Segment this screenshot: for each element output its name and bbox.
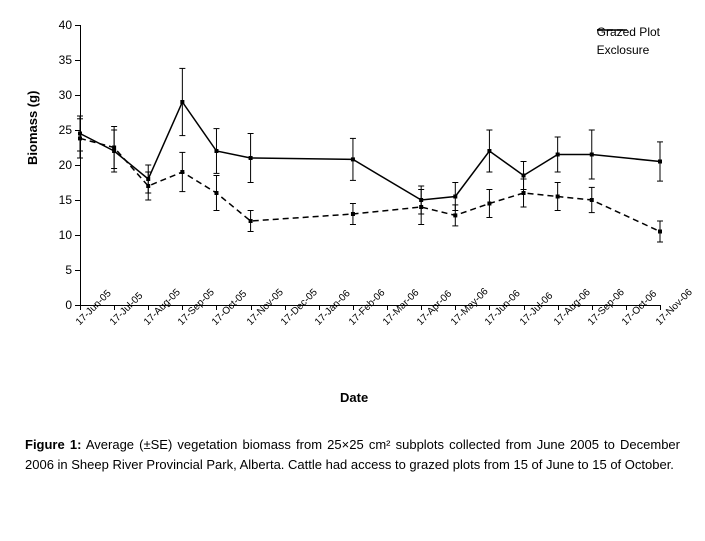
data-marker bbox=[146, 177, 150, 181]
caption-text: Average (±SE) vegetation biomass from 25… bbox=[25, 437, 680, 472]
x-tick bbox=[182, 305, 183, 310]
x-tick bbox=[660, 305, 661, 310]
legend-item-exclosure: Exclosure bbox=[597, 43, 660, 57]
series-line-exclosure bbox=[80, 102, 660, 200]
legend-label-exclosure: Exclosure bbox=[597, 43, 650, 57]
y-tick-label: 0 bbox=[40, 298, 72, 312]
data-marker bbox=[590, 198, 594, 202]
y-tick-label: 35 bbox=[40, 53, 72, 67]
data-marker bbox=[351, 212, 355, 216]
data-marker bbox=[180, 170, 184, 174]
data-marker bbox=[214, 191, 218, 195]
data-marker bbox=[658, 160, 662, 164]
data-marker bbox=[351, 157, 355, 161]
y-tick-label: 30 bbox=[40, 88, 72, 102]
legend-line-solid bbox=[597, 25, 627, 35]
data-marker bbox=[590, 153, 594, 157]
x-tick bbox=[80, 305, 81, 310]
y-tick-label: 15 bbox=[40, 193, 72, 207]
data-marker bbox=[556, 153, 560, 157]
series-line-grazed-plot bbox=[80, 138, 660, 231]
data-marker bbox=[522, 174, 526, 178]
figure-caption: Figure 1: Average (±SE) vegetation bioma… bbox=[25, 435, 680, 474]
y-axis-title: Biomass (g) bbox=[25, 91, 40, 165]
plot-area bbox=[80, 25, 660, 305]
x-tick bbox=[455, 305, 456, 310]
y-tick-label: 20 bbox=[40, 158, 72, 172]
data-marker bbox=[487, 202, 491, 206]
data-marker bbox=[112, 149, 116, 153]
caption-label: Figure 1: bbox=[25, 437, 81, 452]
x-tick bbox=[524, 305, 525, 310]
x-tick bbox=[387, 305, 388, 310]
x-tick bbox=[489, 305, 490, 310]
y-tick-label: 25 bbox=[40, 123, 72, 137]
x-tick bbox=[114, 305, 115, 310]
data-marker bbox=[214, 149, 218, 153]
data-marker bbox=[522, 191, 526, 195]
x-tick bbox=[285, 305, 286, 310]
data-marker bbox=[453, 195, 457, 199]
y-tick-label: 5 bbox=[40, 263, 72, 277]
x-tick bbox=[353, 305, 354, 310]
data-marker bbox=[487, 149, 491, 153]
y-tick-label: 10 bbox=[40, 228, 72, 242]
x-tick bbox=[251, 305, 252, 310]
y-tick-label: 40 bbox=[40, 18, 72, 32]
x-axis-title: Date bbox=[340, 390, 368, 405]
x-tick bbox=[319, 305, 320, 310]
data-marker bbox=[78, 132, 82, 136]
x-tick bbox=[592, 305, 593, 310]
data-marker bbox=[180, 100, 184, 104]
data-marker bbox=[419, 198, 423, 202]
legend: Grazed Plot Exclosure bbox=[597, 25, 660, 61]
chart-container: 0510152025303540 17-Jun-0517-Jul-0517-Au… bbox=[20, 15, 685, 375]
x-tick bbox=[626, 305, 627, 310]
x-tick bbox=[216, 305, 217, 310]
chart-svg bbox=[80, 25, 660, 305]
data-marker bbox=[249, 156, 253, 160]
data-marker bbox=[453, 213, 457, 217]
x-tick bbox=[148, 305, 149, 310]
x-tick bbox=[421, 305, 422, 310]
x-tick bbox=[558, 305, 559, 310]
data-marker bbox=[556, 195, 560, 199]
data-marker bbox=[249, 219, 253, 223]
data-marker bbox=[658, 230, 662, 234]
